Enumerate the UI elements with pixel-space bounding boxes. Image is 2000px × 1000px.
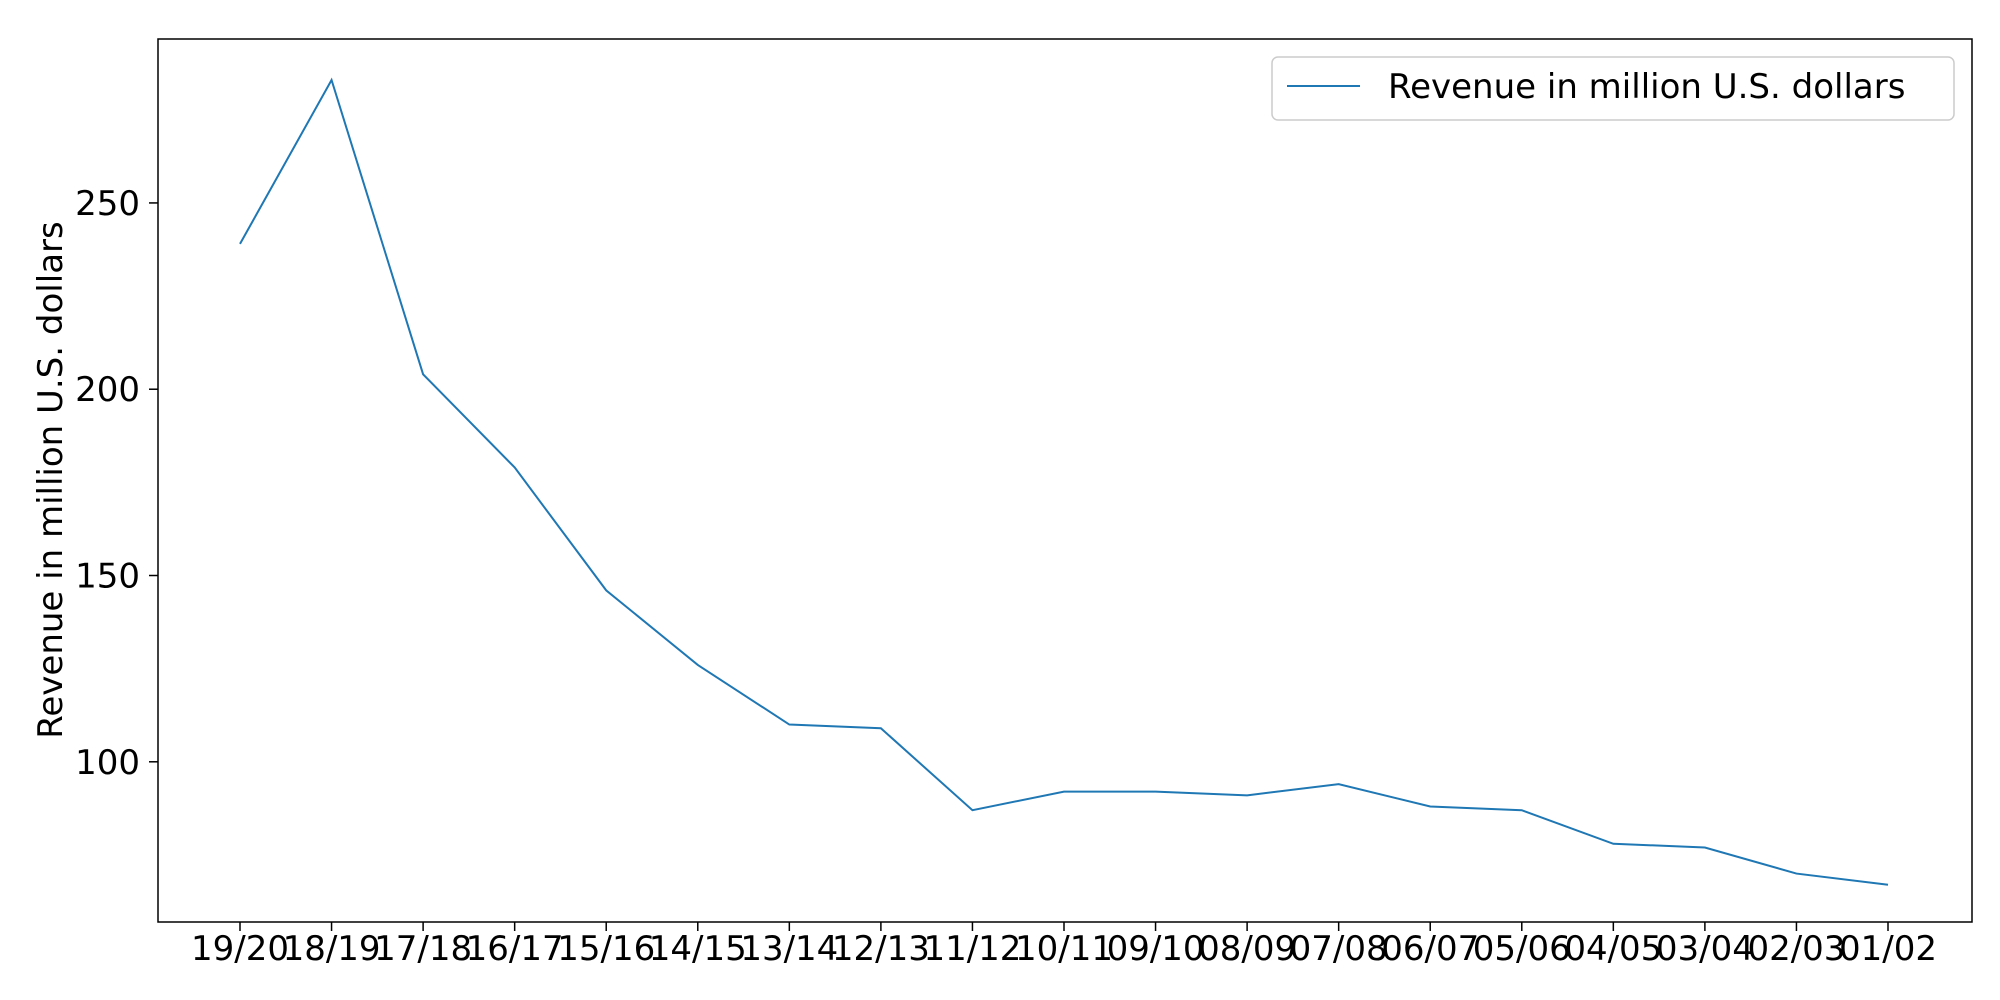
- y-tick-label: 200: [75, 370, 140, 410]
- legend-entry-label: Revenue in million U.S. dollars: [1388, 67, 1905, 107]
- revenue-series-line: [239, 77, 1889, 886]
- x-tick-label: 17/18: [374, 929, 472, 969]
- x-tick-label: 03/04: [1656, 929, 1754, 969]
- x-tick-label: 01/02: [1839, 929, 1937, 969]
- plot-area: [157, 38, 1973, 923]
- x-axis: 19/2018/1917/1816/1715/1614/1513/1412/13…: [191, 922, 1937, 969]
- x-tick-label: 19/20: [191, 929, 289, 969]
- x-tick-label: 18/19: [283, 929, 381, 969]
- x-tick-label: 11/12: [923, 929, 1021, 969]
- x-tick-label: 08/09: [1198, 929, 1296, 969]
- x-tick-label: 10/11: [1015, 929, 1113, 969]
- x-tick-label: 13/14: [740, 929, 838, 969]
- y-axis: 100 150 200 250: [75, 184, 158, 783]
- x-tick-label: 06/07: [1381, 929, 1479, 969]
- y-tick-label: 250: [75, 184, 140, 224]
- y-axis-label: Revenue in million U.S. dollars: [31, 221, 71, 738]
- x-tick-label: 14/15: [649, 929, 747, 969]
- x-tick-label: 07/08: [1290, 929, 1388, 969]
- x-tick-label: 16/17: [466, 929, 564, 969]
- x-tick-label: 15/16: [557, 929, 655, 969]
- y-tick-label: 150: [75, 557, 140, 597]
- x-tick-label: 12/13: [832, 929, 930, 969]
- legend-box: [1271, 56, 1955, 121]
- y-tick-label: 100: [75, 743, 140, 783]
- x-tick-label: 02/03: [1747, 929, 1845, 969]
- x-tick-label: 05/06: [1473, 929, 1571, 969]
- x-tick-label: 09/10: [1107, 929, 1205, 969]
- legend: Revenue in million U.S. dollars: [1271, 56, 1955, 121]
- x-tick-label: 04/05: [1564, 929, 1662, 969]
